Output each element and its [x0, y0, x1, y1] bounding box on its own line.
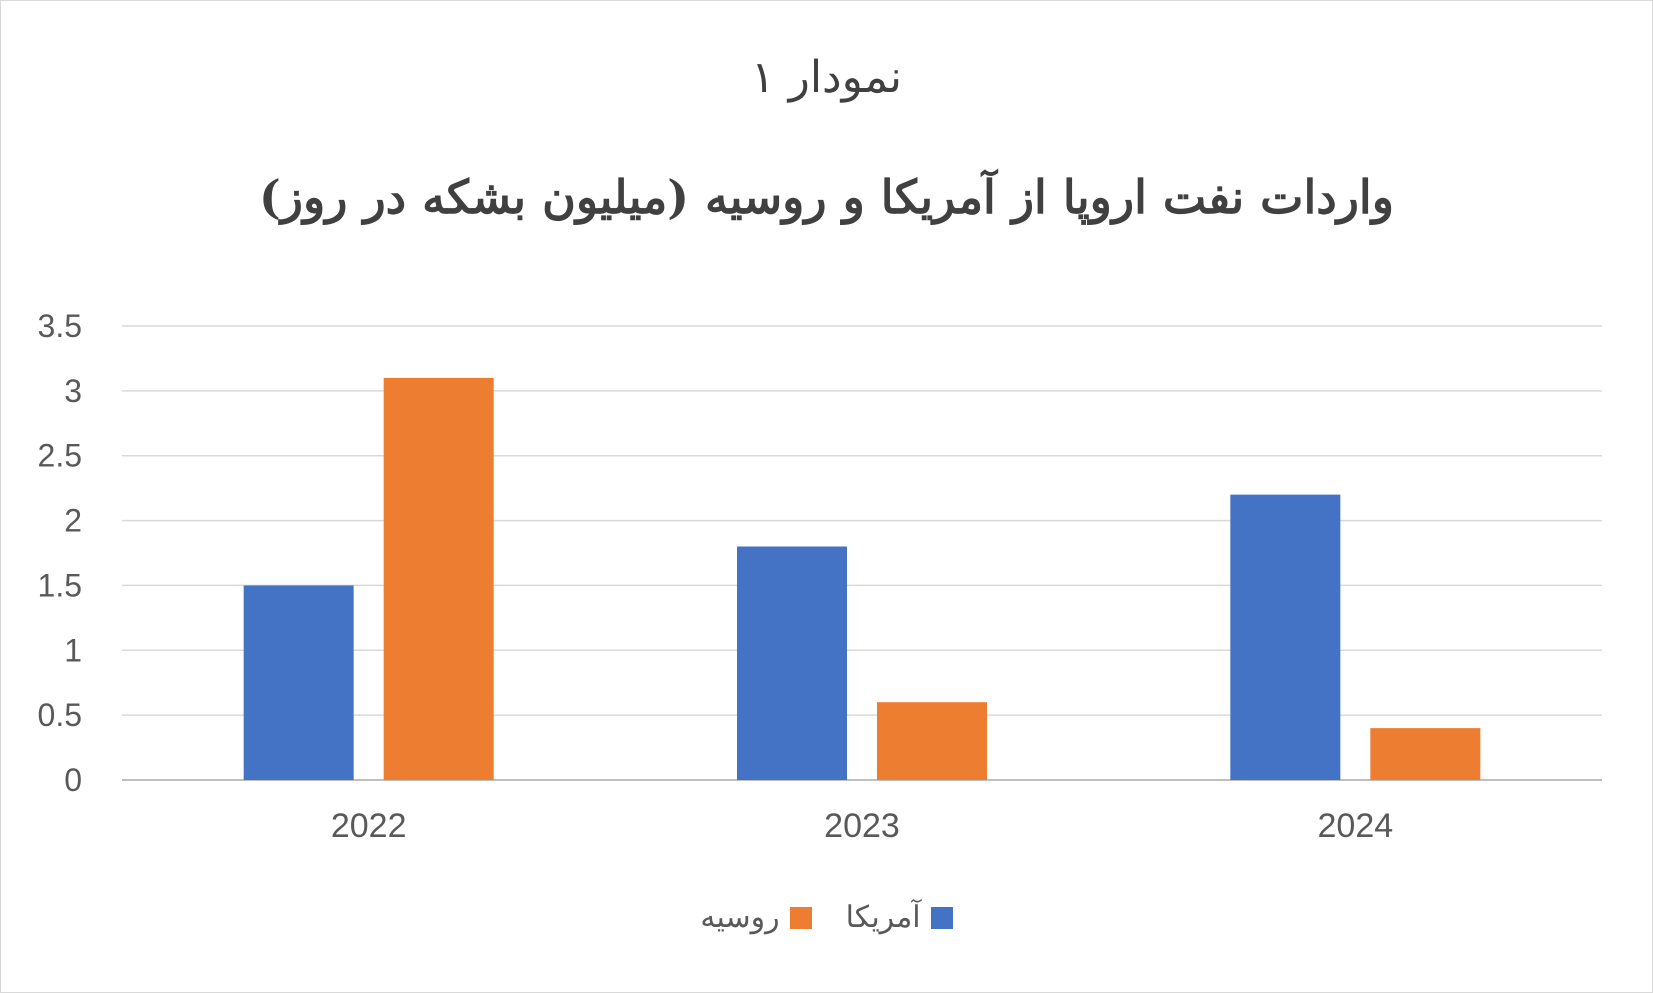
- y-tick-label: 1: [64, 632, 82, 668]
- y-tick-label: 2: [64, 503, 82, 539]
- y-axis-ticks: 0 0.5 1 1.5 2 2.5 3 3.5: [38, 308, 82, 798]
- legend-item-america: آمریکا: [846, 900, 953, 935]
- legend-item-russia: روسیه: [700, 900, 812, 935]
- legend-swatch-america: [930, 906, 953, 929]
- y-tick-label: 0.5: [38, 697, 82, 733]
- bar-america-2024: [1230, 494, 1341, 780]
- x-axis-ticks: 2022 2023 2024: [331, 807, 1393, 845]
- y-tick-label: 3: [64, 373, 82, 409]
- y-tick-label: 0: [64, 762, 82, 798]
- legend: آمریکا روسیه: [0, 900, 1653, 935]
- y-tick-label: 1.5: [38, 567, 82, 603]
- legend-swatch-russia: [789, 906, 812, 929]
- bars: [243, 377, 1481, 780]
- bar-russia-2023: [877, 702, 987, 780]
- y-tick-label: 2.5: [38, 438, 82, 474]
- chart-title: واردات نفت اروپا از آمریکا و روسیه (میلی…: [259, 170, 1394, 224]
- bar-russia-2022: [383, 377, 494, 780]
- legend-label-russia: روسیه: [700, 900, 780, 935]
- x-tick-label: 2024: [1318, 807, 1394, 845]
- bar-america-2022: [243, 585, 354, 780]
- bar-america-2023: [737, 546, 847, 780]
- legend-label-america: آمریکا: [845, 900, 921, 935]
- gridlines: [122, 325, 1602, 781]
- y-tick-label: 3.5: [38, 308, 82, 344]
- x-tick-label: 2023: [824, 807, 900, 845]
- bar-russia-2024: [1370, 728, 1481, 780]
- x-tick-label: 2022: [331, 807, 407, 845]
- chart-subtitle: نمودار ۱: [750, 52, 903, 103]
